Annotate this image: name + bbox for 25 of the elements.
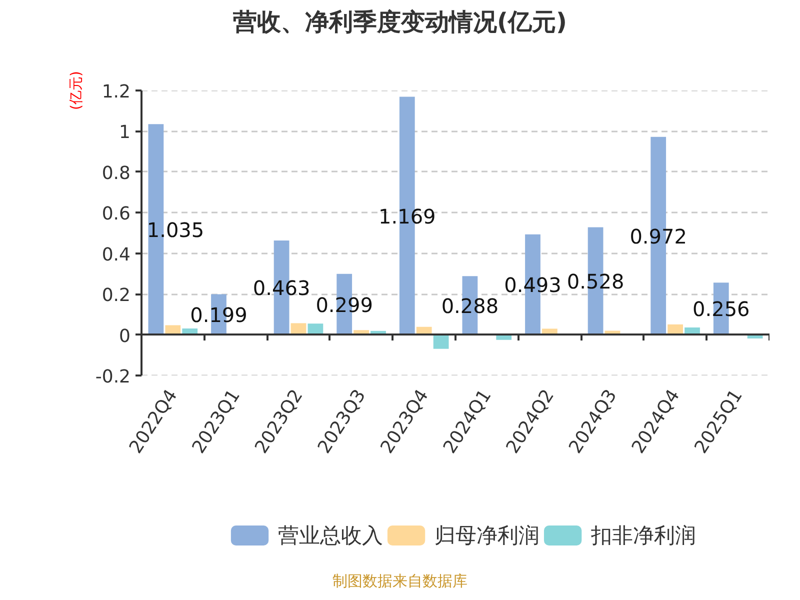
chart-title: 营收、净利季度变动情况(亿元) xyxy=(233,7,567,38)
data-label: 0.528 xyxy=(566,270,624,294)
y-tick-label: 0.2 xyxy=(102,285,131,306)
data-label: 0.256 xyxy=(692,297,750,322)
bar xyxy=(433,334,449,349)
data-label: 0.972 xyxy=(630,224,687,248)
data-label: 0.493 xyxy=(504,273,562,298)
data-label: 0.199 xyxy=(190,303,248,328)
data-label: 1.169 xyxy=(378,204,436,228)
y-tick-label: 1 xyxy=(119,122,130,144)
y-tick-label: 0.6 xyxy=(102,204,131,225)
text: 制图数据来自数据库 xyxy=(332,571,468,592)
data-label: 0.299 xyxy=(316,292,373,317)
legend-label: 扣非净利润 xyxy=(590,524,696,548)
y-tick-label: 0.8 xyxy=(102,162,131,184)
y-tick-label: 0 xyxy=(119,326,130,347)
y-tick-label: 0.4 xyxy=(102,244,131,266)
legend-label: 归母净利润 xyxy=(434,524,540,548)
data-label: 1.035 xyxy=(146,218,204,242)
data-label: 0.463 xyxy=(252,276,310,300)
legend-label: 营业总收入 xyxy=(278,524,384,548)
y-axis-title: (亿元) xyxy=(68,71,84,110)
y-tick-label: -0.2 xyxy=(95,366,131,388)
y-tick-label: 1.2 xyxy=(102,82,131,102)
data-label: 0.288 xyxy=(441,294,499,318)
